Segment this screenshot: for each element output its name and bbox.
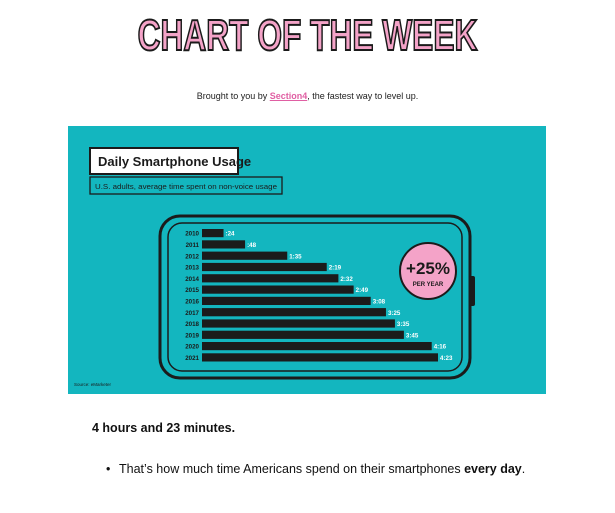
bar-2011: [202, 240, 246, 249]
year-label-2013: 2013: [185, 265, 199, 272]
year-label-2018: 2018: [185, 321, 199, 328]
year-label-2017: 2017: [185, 310, 199, 317]
bar-2020: [202, 342, 432, 351]
phone-screen: [167, 222, 463, 372]
year-label-2012: 2012: [185, 253, 199, 260]
value-label-2021: 4:23: [440, 355, 453, 362]
sponsor-link[interactable]: Section4: [269, 91, 308, 101]
bar-2018: [202, 319, 395, 328]
year-label-2014: 2014: [185, 276, 199, 283]
bar-2015: [202, 285, 354, 294]
chart-figure: Daily Smartphone Usage U.S. adults, aver…: [68, 126, 546, 394]
chart-source: Source: eMarketer: [74, 382, 112, 387]
byline-suffix: , the fastest way to level up.: [307, 91, 419, 101]
bar-2019: [202, 330, 404, 339]
bar-2013: [202, 262, 327, 272]
growth-badge: [399, 242, 457, 300]
growth-badge-caption: PER YEAR: [413, 282, 444, 288]
smartphone-usage-chart: Daily Smartphone Usage U.S. adults, aver…: [68, 126, 546, 394]
subtitle-box: [89, 176, 283, 195]
bar-2021: [202, 353, 438, 362]
bar-2014: [202, 274, 339, 283]
page-headline: CHART OF THE WEEK: [137, 11, 478, 60]
value-label-2018: 3:35: [397, 321, 410, 328]
byline-prefix: Brought to you by: [196, 91, 270, 101]
value-label-2020: 4:16: [434, 344, 447, 351]
value-label-2014: 2:32: [340, 276, 353, 283]
year-label-2021: 2021: [185, 355, 199, 362]
value-label-2017: 3:25: [388, 310, 401, 317]
year-label-2011: 2011: [186, 242, 200, 249]
bullet-text: That’s how much time Americans spend on …: [119, 462, 465, 476]
bar-2016: [202, 296, 371, 305]
value-label-2015: 2:49: [356, 287, 369, 294]
bullet-item: That’s how much time Americans spend on …: [92, 460, 552, 479]
value-label-2010: :24: [226, 231, 236, 238]
byline: Brought to you by Section4, the fastest …: [0, 91, 615, 101]
year-label-2020: 2020: [185, 344, 199, 351]
value-label-2011: :48: [247, 242, 257, 249]
chart-subtitle: U.S. adults, average time spent on non-v…: [95, 182, 277, 191]
bar-2010: [202, 229, 224, 238]
value-label-2012: 1:35: [289, 253, 302, 260]
bar-2017: [202, 308, 386, 317]
phone-button: [469, 276, 475, 306]
year-label-2015: 2015: [185, 287, 199, 294]
bullet-bold: every day: [464, 462, 522, 476]
value-label-2016: 3:08: [373, 299, 386, 306]
value-label-2019: 3:45: [406, 332, 419, 339]
title-box: [89, 147, 239, 175]
bar-group: 2010 :24 2011 :48 2012 1:35 2013 2:19 2014 2:32 20…: [185, 229, 453, 362]
bullet-list: That’s how much time Americans spend on …: [92, 460, 552, 479]
lead-text: 4 hours and 23 minutes.: [92, 421, 236, 435]
year-label-2016: 2016: [185, 299, 199, 306]
year-label-2019: 2019: [185, 332, 199, 339]
growth-badge-value: +25%: [406, 259, 450, 278]
year-label-2010: 2010: [185, 231, 199, 238]
chart-title: Daily Smartphone Usage: [98, 154, 251, 169]
bullet-end: .: [521, 462, 526, 476]
bar-2012: [202, 251, 288, 260]
value-label-2013: 2:19: [329, 265, 342, 272]
